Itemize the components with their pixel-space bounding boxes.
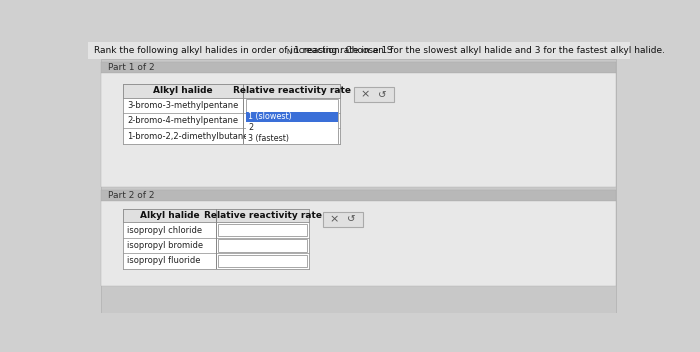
Bar bbox=[123, 253, 309, 269]
Text: Alkyl halide: Alkyl halide bbox=[153, 86, 213, 95]
Text: ▾: ▾ bbox=[302, 256, 306, 265]
Text: Relative reactivity rate: Relative reactivity rate bbox=[204, 211, 321, 220]
Text: Alkyl halide: Alkyl halide bbox=[140, 211, 199, 220]
Text: Relative reactivity rate: Relative reactivity rate bbox=[232, 86, 351, 95]
Text: 3-bromo-3-methylpentane: 3-bromo-3-methylpentane bbox=[127, 101, 239, 110]
Bar bbox=[123, 208, 309, 269]
Bar bbox=[323, 212, 363, 227]
Text: isopropyl chloride: isopropyl chloride bbox=[127, 226, 202, 235]
Bar bbox=[123, 84, 340, 98]
Bar bbox=[123, 84, 340, 144]
Bar bbox=[102, 62, 616, 73]
Text: ↺: ↺ bbox=[346, 214, 356, 224]
Text: 3 (fastest): 3 (fastest) bbox=[248, 134, 289, 143]
Text: ↺: ↺ bbox=[377, 90, 386, 100]
Text: (Choose one): (Choose one) bbox=[220, 226, 274, 235]
Text: isopropyl fluoride: isopropyl fluoride bbox=[127, 256, 200, 265]
Text: (Choose one): (Choose one) bbox=[248, 101, 301, 110]
Bar bbox=[123, 98, 340, 113]
Text: isopropyl bromide: isopropyl bromide bbox=[127, 241, 203, 250]
Bar bbox=[218, 224, 307, 236]
Text: 2: 2 bbox=[248, 123, 253, 132]
Text: 1 (slowest): 1 (slowest) bbox=[248, 112, 292, 121]
Text: (Choose one): (Choose one) bbox=[220, 241, 274, 250]
Text: ▾: ▾ bbox=[302, 241, 306, 250]
Bar bbox=[123, 222, 309, 238]
Bar bbox=[246, 99, 338, 112]
Text: Part 2 of 2: Part 2 of 2 bbox=[108, 191, 154, 200]
Bar bbox=[246, 133, 338, 144]
Bar bbox=[354, 87, 394, 102]
Text: ×: × bbox=[360, 90, 370, 100]
Bar bbox=[218, 255, 307, 267]
Bar bbox=[246, 112, 338, 122]
Text: 1 reaction. Choose 1 for the slowest alkyl halide and 3 for the fastest alkyl ha: 1 reaction. Choose 1 for the slowest alk… bbox=[290, 46, 664, 55]
Text: ×: × bbox=[329, 214, 339, 224]
Text: 2: 2 bbox=[248, 116, 253, 125]
Text: ▾: ▾ bbox=[302, 226, 306, 235]
Bar bbox=[88, 42, 630, 59]
Bar bbox=[246, 112, 338, 144]
Bar bbox=[123, 238, 309, 253]
Bar bbox=[102, 73, 616, 187]
Text: Rank the following alkyl halides in order of increasing rate in an S: Rank the following alkyl halides in orde… bbox=[94, 46, 392, 55]
Text: 3 (fastest): 3 (fastest) bbox=[248, 132, 289, 141]
Text: N: N bbox=[287, 49, 292, 55]
Bar bbox=[246, 122, 338, 133]
Text: 1-bromo-2,2-dimethylbutane: 1-bromo-2,2-dimethylbutane bbox=[127, 132, 248, 141]
Bar bbox=[123, 208, 309, 222]
Text: (Choose one): (Choose one) bbox=[220, 256, 274, 265]
Text: ▾: ▾ bbox=[332, 101, 337, 110]
Text: Part 1 of 2: Part 1 of 2 bbox=[108, 63, 154, 72]
Bar bbox=[218, 239, 307, 252]
Bar bbox=[102, 201, 616, 285]
Bar bbox=[123, 113, 340, 128]
Text: 2-bromo-4-methylpentane: 2-bromo-4-methylpentane bbox=[127, 116, 238, 125]
Bar bbox=[123, 128, 340, 144]
Bar bbox=[102, 190, 616, 201]
Bar bbox=[246, 130, 338, 142]
